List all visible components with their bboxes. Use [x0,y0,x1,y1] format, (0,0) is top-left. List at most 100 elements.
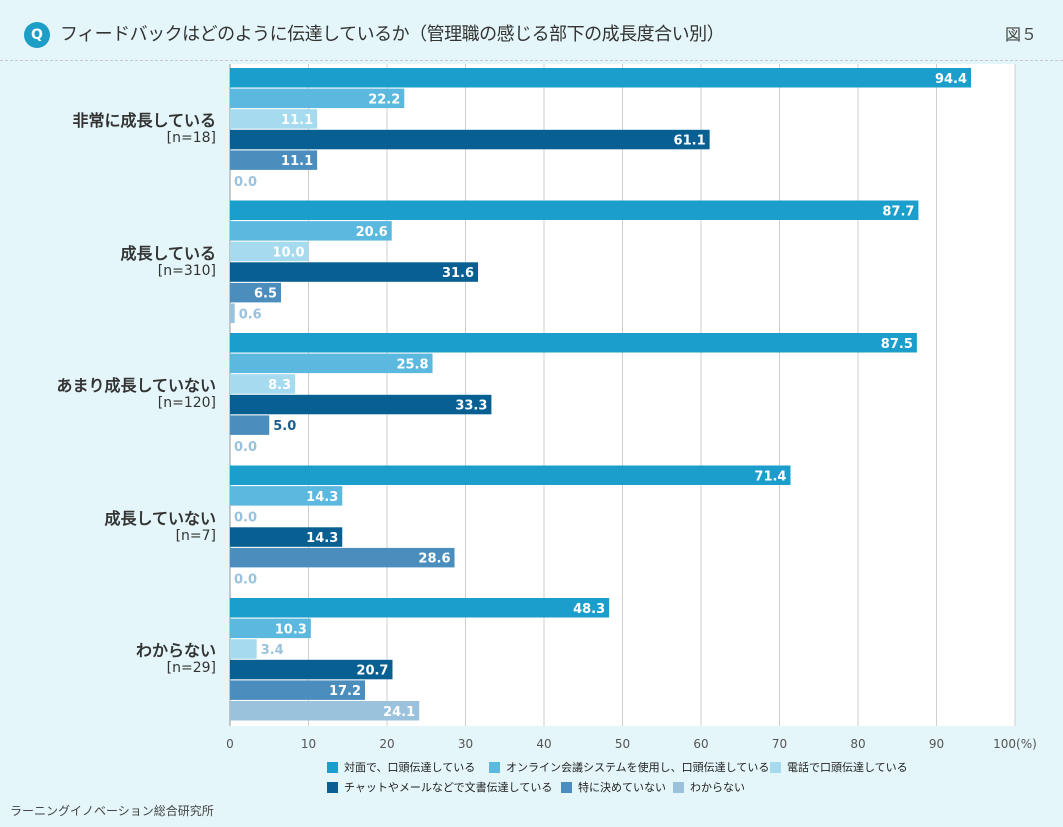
bar [230,639,257,659]
legend-item: わからない [673,779,745,795]
data-label: 0.6 [239,307,262,322]
category-name: 非常に成長している [72,111,216,131]
bar [230,88,405,109]
data-label: 14.3 [306,531,338,546]
category-sample-size: [n=120] [157,395,216,412]
data-label: 11.1 [281,154,313,169]
data-label: 8.3 [268,378,291,393]
category-name: 成長していない [104,508,216,528]
legend-swatch [327,781,338,793]
bar [230,262,479,282]
bar [230,486,343,506]
category-name: 成長している [120,243,216,263]
data-label: 28.6 [418,552,450,567]
bar [230,465,791,485]
x-tick-label: 30 [458,737,473,751]
x-tick-label: 50 [615,737,630,751]
bar [230,150,318,170]
bar [230,547,455,568]
data-label: 5.0 [273,419,296,434]
question-badge: Q [24,22,50,48]
legend-swatch [770,761,781,773]
bar [230,241,309,262]
legend-label: 対面で、口頭伝達している [344,761,476,774]
data-label: 24.1 [383,705,415,720]
legend-item: チャットやメールなどで文書伝達している [327,779,552,795]
bar [230,374,296,394]
data-label: 33.3 [455,399,487,414]
legend-label: オンライン会議システムを使用し、口頭伝達している [506,761,770,774]
data-label: 71.4 [754,469,786,484]
x-tick-label: 80 [850,737,865,751]
bar [230,680,366,700]
data-label: 17.2 [329,684,361,699]
data-label: 10.3 [275,622,307,637]
category-sample-size: [n=29] [166,660,216,677]
legend-swatch [327,761,338,773]
legend-swatch [489,761,500,773]
data-label: 0.0 [234,175,257,190]
category-name: あまり成長していない [56,376,216,396]
x-tick-label: 100(%) [993,737,1037,751]
data-label: 87.5 [881,337,913,352]
data-label: 6.5 [254,287,277,302]
bar [230,200,919,220]
data-label: 87.7 [882,204,914,219]
data-label: 20.7 [356,664,388,679]
data-label: 3.4 [261,643,284,658]
legend-item: 特に決めていない [561,779,666,795]
bar [230,109,318,129]
bar [230,282,282,303]
data-label: 11.1 [281,113,313,128]
data-label: 10.0 [272,245,304,260]
data-label: 48.3 [573,602,605,617]
legend-item: 電話で口頭伝達している [770,759,908,775]
bar [230,527,343,547]
legend-item: 対面で、口頭伝達している [327,759,475,775]
data-label: 25.8 [396,357,428,372]
data-label: 14.3 [306,490,338,505]
header-divider [0,60,1063,61]
bar [230,659,393,680]
bar [230,303,235,323]
legend-label: チャットやメールなどで文書伝達している [344,781,553,794]
category-sample-size: [n=7] [175,527,216,544]
source-credit: ラーニングイノベーション総合研究所 [10,804,214,818]
legend-label: 特に決めていない [578,781,666,794]
x-tick-label: 70 [772,737,787,751]
data-label: 31.6 [442,266,474,281]
bar [230,129,710,150]
bar [230,221,392,241]
bar [230,68,972,88]
bar [230,701,420,721]
chart-header: Q フィードバックはどのように伝達しているか（管理職の感じる部下の成長度合い別）… [0,0,1063,62]
legend-swatch [561,781,572,793]
x-tick-label: 10 [301,737,316,751]
x-tick-label: 40 [536,737,551,751]
x-tick-label: 60 [693,737,708,751]
x-tick-label: 0 [226,737,234,751]
bar [230,394,492,415]
bar [230,598,610,618]
figure-number: 図５ [1004,25,1037,44]
data-label: 0.0 [234,440,257,455]
data-label: 0.0 [234,510,257,525]
category-sample-size: [n=18] [166,130,216,147]
bar [230,618,311,639]
x-tick-label: 90 [929,737,944,751]
category-name: わからない [135,641,216,661]
bar-chart: 0 10 20 30 40 50 60 70 80 90 100(%) 94.4 22.2 11.1 61.… [226,64,1037,751]
bar [230,415,270,435]
data-label: 0.0 [234,572,257,587]
bar [230,353,433,374]
data-label: 61.1 [674,134,706,149]
bar [230,333,917,353]
legend-item: オンライン会議システムを使用し、口頭伝達している [489,759,769,775]
legend-label: 電話で口頭伝達している [787,761,908,774]
chart-title: フィードバックはどのように伝達しているか（管理職の感じる部下の成長度合い別） [60,24,725,45]
data-label: 20.6 [356,225,388,240]
data-label: 22.2 [368,92,400,107]
legend-label: わからない [690,781,745,794]
data-label: 94.4 [935,72,967,87]
x-tick-label: 20 [379,737,394,751]
